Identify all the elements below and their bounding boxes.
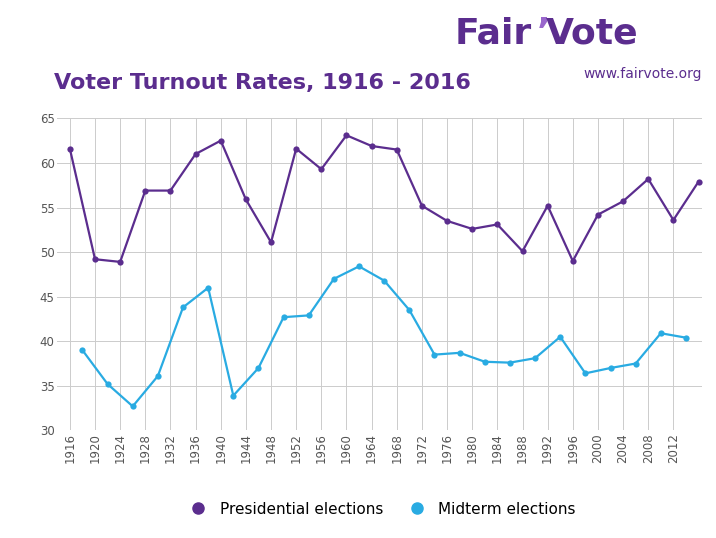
Legend: Presidential elections, Midterm elections: Presidential elections, Midterm election… <box>177 495 582 522</box>
Text: Voter Turnout Rates, 1916 - 2016: Voter Turnout Rates, 1916 - 2016 <box>54 73 471 94</box>
Text: Vote: Vote <box>546 16 639 50</box>
Text: www.fairvote.org: www.fairvote.org <box>583 67 702 81</box>
Text: ’: ’ <box>537 16 551 50</box>
Text: Fair: Fair <box>455 16 532 50</box>
